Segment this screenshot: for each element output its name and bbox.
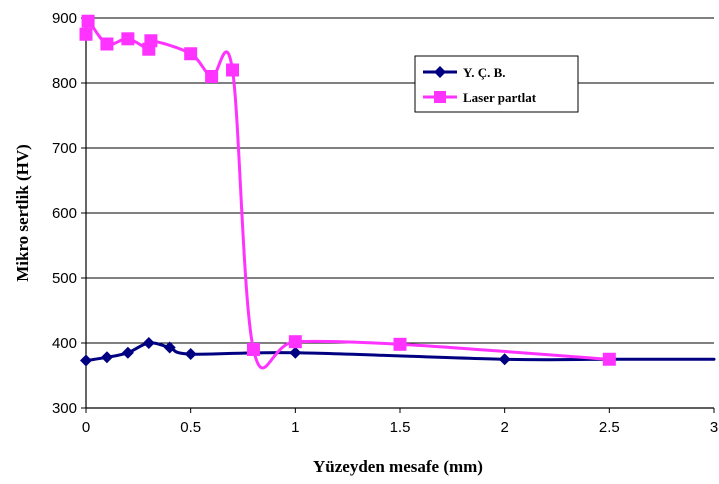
data-point-laser-partlat: [393, 337, 407, 351]
data-point-laser-partlat: [226, 63, 240, 77]
series-lines: [84, 19, 716, 370]
x-axis-title: Yüzeyden mesafe (mm): [313, 457, 483, 476]
y-tick-label: 700: [52, 140, 77, 157]
data-point-laser-partlat: [100, 37, 114, 51]
y-tick-label: 800: [52, 75, 77, 92]
legend: Y. Ç. B. Laser partlat: [414, 55, 579, 113]
x-tick-label: 1: [291, 419, 299, 436]
data-point-laser-partlat: [79, 27, 93, 41]
y-tick-label: 300: [52, 400, 77, 417]
legend-label-laser: Laser partlat: [463, 90, 537, 105]
gridlines: [86, 17, 714, 344]
x-tick-label: 1.5: [390, 419, 411, 436]
legend-label-ycb: Y. Ç. B.: [463, 65, 506, 80]
data-point-ycb: [100, 351, 113, 364]
y-tick-label: 600: [52, 205, 77, 222]
data-point-ycb: [80, 354, 92, 367]
legend-marker-ycb: [434, 66, 446, 78]
data-point-laser-partlat: [144, 34, 158, 48]
y-tick-label: 400: [52, 335, 77, 352]
data-point-laser-partlat: [205, 70, 219, 83]
series-markers: [79, 14, 616, 367]
y-tick-label: 500: [52, 270, 77, 287]
y-axis-title: Mikro sertlik (HV): [13, 144, 32, 282]
data-point-ycb: [163, 341, 176, 354]
x-tick-label: 3: [710, 419, 718, 436]
tick-labels: 300 400 500 600 700 800 900 0 0.5 1 1.5 2 2.5 3: [52, 10, 718, 436]
data-point-laser-partlat: [121, 32, 135, 46]
data-point-laser-partlat: [246, 343, 260, 356]
data-point-ycb: [121, 346, 134, 359]
data-point-ycb: [289, 346, 302, 359]
x-tick-label: 2.5: [599, 419, 620, 436]
data-point-ycb: [498, 353, 511, 366]
axes: [81, 17, 715, 413]
data-point-laser-partlat: [184, 47, 198, 61]
y-tick-label: 900: [52, 10, 77, 27]
data-point-laser-partlat: [288, 335, 302, 349]
data-point-laser-partlat: [602, 352, 616, 366]
x-tick-label: 0.5: [180, 419, 201, 436]
data-point-ycb: [184, 348, 197, 361]
data-point-laser-partlat: [81, 14, 95, 28]
x-tick-label: 2: [500, 419, 508, 436]
x-tick-label: 0: [82, 419, 90, 436]
data-point-ycb: [142, 337, 155, 349]
legend-marker-laser: [434, 91, 446, 103]
